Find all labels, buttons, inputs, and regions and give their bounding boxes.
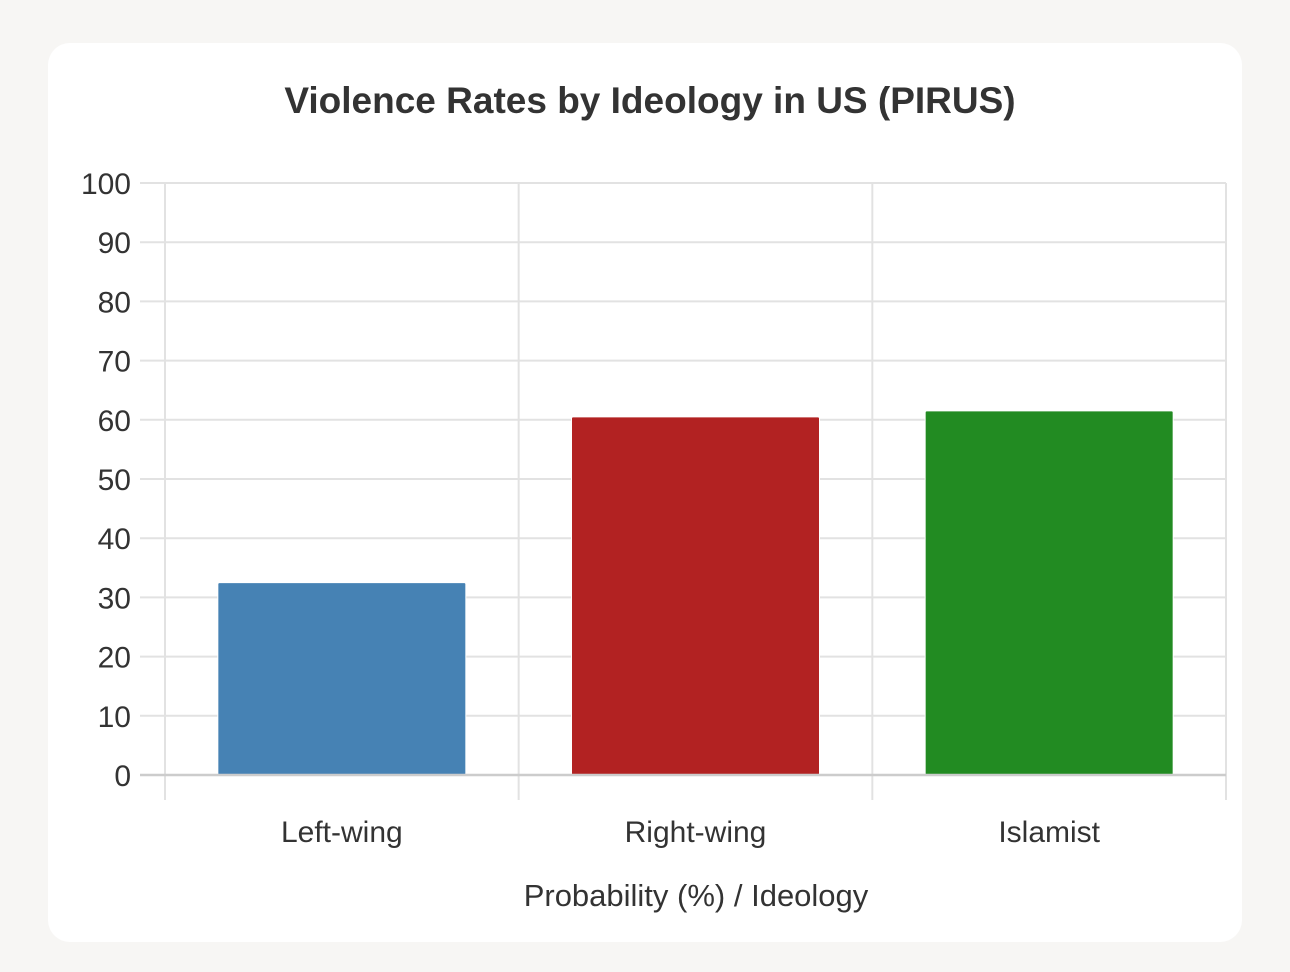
chart-title: Violence Rates by Ideology in US (PIRUS) xyxy=(284,80,1015,121)
bars xyxy=(217,410,1174,776)
y-tick-label: 80 xyxy=(98,286,131,319)
y-tick-label: 50 xyxy=(98,464,131,497)
y-tick-label: 20 xyxy=(98,642,131,675)
y-tick-label: 90 xyxy=(98,227,131,260)
x-tick-label: Right-wing xyxy=(625,816,767,849)
bar-right-wing xyxy=(571,416,820,776)
x-axis-label: Probability (%) / Ideology xyxy=(524,878,869,913)
y-tick-label: 70 xyxy=(98,346,131,379)
y-tick-label: 10 xyxy=(98,701,131,734)
x-tick-label: Islamist xyxy=(998,816,1100,849)
x-axis-ticks: Left-wing Right-wing Islamist xyxy=(281,816,1101,849)
bar-left-wing xyxy=(217,582,467,776)
x-tick-label: Left-wing xyxy=(281,816,403,849)
y-tick-label: 0 xyxy=(114,760,131,793)
y-tick-label: 30 xyxy=(98,582,131,615)
y-tick-label: 60 xyxy=(98,405,131,438)
bar-islamist xyxy=(924,410,1174,776)
y-tick-label: 40 xyxy=(98,523,131,556)
y-tick-label: 100 xyxy=(81,168,131,201)
y-axis-ticks: 0 10 20 30 40 50 60 70 80 90 100 xyxy=(81,168,131,793)
